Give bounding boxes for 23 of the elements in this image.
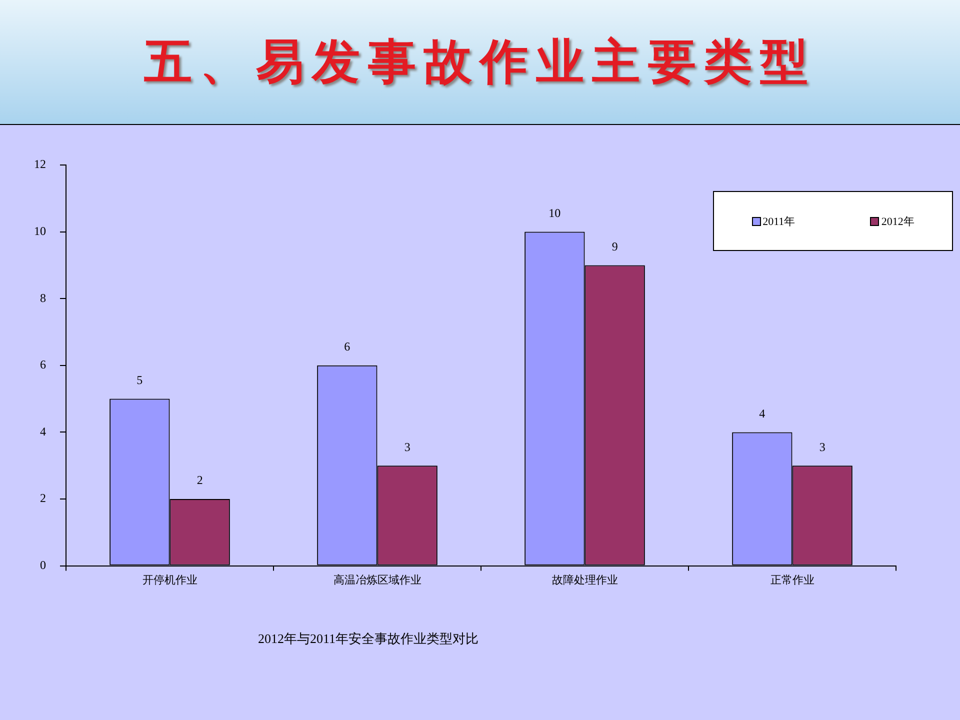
y-tick-label: 2 — [40, 491, 46, 506]
data-label: 6 — [344, 340, 350, 354]
legend-label: 2011年 — [762, 214, 796, 228]
chart-title: 五、易发事故作业主要类型 — [144, 33, 816, 92]
data-label: 2 — [196, 473, 203, 488]
y-tick-label: 0 — [40, 558, 46, 572]
y-tick-label: 6 — [40, 358, 46, 372]
y-tick-label: 12 — [34, 157, 46, 172]
data-label: 4 — [759, 406, 766, 420]
x-tick-label: 高温冶炼区域作业 — [333, 573, 422, 586]
legend-label: 2012年 — [881, 214, 914, 228]
data-label: 9 — [612, 239, 618, 254]
x-tick-label: 故障处理作业 — [552, 573, 618, 586]
x-tick-label: 正常作业 — [770, 573, 814, 586]
y-tick-label: 8 — [40, 290, 46, 305]
text: 2012年与2011年安全事故作业类型对比 — [258, 631, 479, 646]
data-label: 10 — [548, 206, 561, 220]
data-label: 3 — [404, 440, 410, 454]
data-label: 3 — [819, 440, 826, 454]
y-tick-label: 4 — [40, 424, 46, 438]
y-tick-label: 10 — [34, 224, 46, 238]
x-tick-label: 开停机作业 — [142, 573, 198, 586]
data-label: 5 — [136, 372, 143, 387]
